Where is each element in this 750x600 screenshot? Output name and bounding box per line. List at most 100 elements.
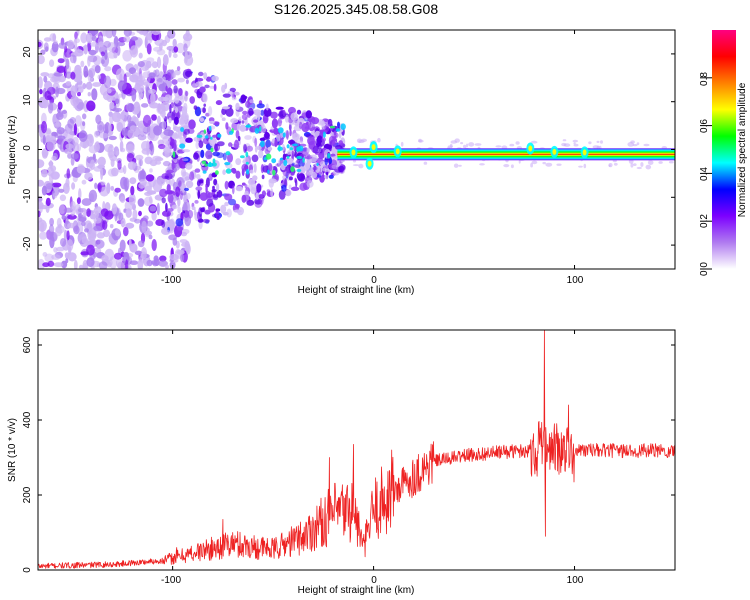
heatmap-blob [67, 222, 77, 229]
heatmap-blob [148, 234, 153, 240]
heatmap-blob [647, 160, 654, 166]
heatmap-blob [140, 92, 144, 99]
heatmap-blob [563, 143, 571, 147]
heatmap-blob [123, 165, 127, 175]
heatmap-blob [161, 219, 166, 228]
heatmap-blob [137, 198, 145, 207]
heatmap-blob [299, 182, 308, 191]
heatmap-blob [63, 182, 70, 194]
heatmap-blob [189, 96, 195, 104]
heatmap-blob [645, 164, 652, 170]
heatmap-blob [67, 152, 73, 159]
heatmap-blob [171, 134, 178, 140]
heatmap-blob [208, 138, 212, 143]
heatmap-blob [268, 178, 277, 184]
heatmap-blob [129, 260, 139, 266]
heatmap-blob [46, 140, 56, 152]
heatmap-blob [352, 164, 360, 167]
spectrogram-y-tick-label: -10 [22, 188, 33, 203]
heatmap-blob [265, 153, 272, 160]
heatmap-blob [312, 145, 320, 154]
heatmap-blob [78, 213, 83, 219]
heatmap-blob [182, 172, 190, 182]
heatmap-blob [191, 206, 196, 210]
heatmap-blob [91, 209, 96, 218]
heatmap-blob [184, 50, 188, 64]
heatmap-blob [75, 67, 81, 81]
colorbar-tick-label: 0.6 [699, 119, 710, 133]
snr-x-tick-label: -100 [161, 575, 181, 586]
heatmap-blob [65, 58, 70, 70]
heatmap-blob [111, 167, 119, 177]
heatmap-blob [322, 131, 326, 138]
heatmap-blob [202, 107, 206, 114]
heatmap-blob [181, 106, 188, 116]
heatmap-blob [181, 242, 189, 247]
snr-y-tick-label: 600 [22, 336, 33, 353]
heatmap-blob [479, 163, 485, 166]
heatmap-blob [94, 65, 101, 74]
snr-ticks [38, 330, 675, 571]
heatmap-blob [235, 186, 243, 192]
heatmap-blob [119, 239, 126, 252]
heatmap-blob [45, 197, 51, 207]
heatmap-blob [225, 151, 231, 156]
colorbar-label: Normalized spectral amplitude [737, 82, 748, 217]
heatmap-blob [168, 49, 172, 58]
heatmap-blob [288, 176, 293, 181]
heatmap-blob [243, 144, 247, 153]
heatmap-blob [234, 203, 240, 209]
heatmap-blob [573, 143, 579, 147]
heatmap-blob [117, 79, 127, 91]
heatmap-blob [224, 162, 231, 166]
heatmap-blob [296, 169, 302, 172]
heatmap-blob [145, 174, 155, 182]
heatmap-blob [292, 120, 300, 126]
heatmap-blob [42, 134, 46, 145]
heatmap-blob [281, 184, 287, 192]
heatmap-blob [179, 137, 187, 145]
heatmap-blob [515, 141, 520, 145]
heatmap-blob [49, 59, 55, 67]
heatmap-blob [216, 183, 220, 192]
heatmap-blob [185, 180, 194, 189]
heatmap-blob [165, 202, 168, 212]
heatmap-blob [174, 107, 179, 114]
heatmap-blob [95, 114, 102, 125]
heatmap-blob [134, 218, 141, 224]
heatmap-blob [295, 179, 298, 188]
heatmap-blob [145, 185, 153, 192]
colorbar-tick-label: 0.2 [699, 214, 710, 228]
heatmap-blob [636, 166, 642, 170]
heatmap-blob [163, 229, 171, 234]
heatmap-blob [115, 98, 120, 105]
heatmap-blob [338, 131, 342, 139]
heatmap-blob [271, 158, 277, 164]
heatmap-blob [81, 221, 86, 227]
heatmap-blob [216, 190, 223, 198]
heatmap-blob [265, 139, 272, 149]
heatmap-blob [286, 155, 290, 159]
snr-y-tick-label: 200 [22, 486, 33, 503]
heatmap-blob [244, 184, 248, 189]
heatmap-blob [41, 185, 48, 196]
heatmap-blob [169, 253, 179, 261]
heatmap-blob [267, 169, 270, 174]
heatmap-blob [129, 125, 137, 131]
heatmap-blob [613, 162, 618, 166]
heatmap-blob [78, 130, 88, 142]
heatmap-blob [572, 139, 578, 143]
heatmap-blob [241, 113, 248, 121]
heatmap-blob [144, 156, 153, 165]
heatmap-blob [289, 147, 294, 151]
heatmap-blob [528, 145, 533, 152]
heatmap-blob [206, 198, 214, 207]
heatmap-blob [270, 188, 274, 198]
heatmap-blob [260, 140, 265, 148]
heatmap-blob [225, 107, 234, 117]
heatmap-blob [324, 174, 329, 180]
heatmap-blob [99, 132, 109, 139]
heatmap-blob [324, 124, 330, 132]
heatmap-blob [43, 42, 49, 52]
heatmap-blob [109, 115, 114, 124]
